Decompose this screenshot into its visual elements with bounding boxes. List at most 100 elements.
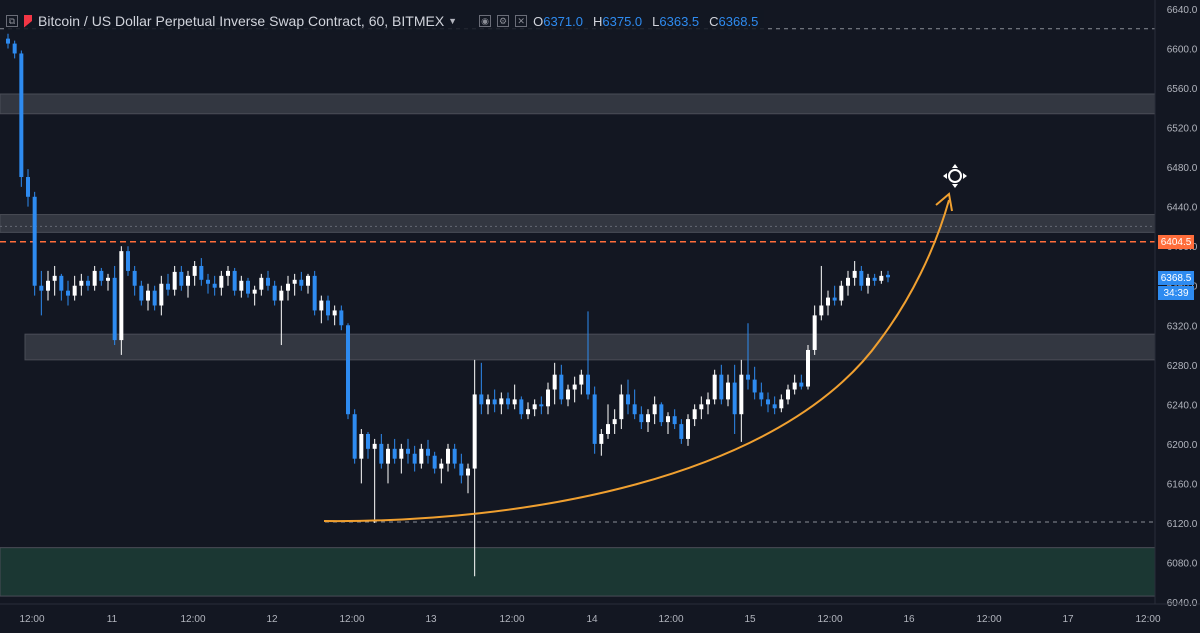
- eye-icon[interactable]: ◉: [479, 15, 492, 27]
- candle-body: [359, 433, 364, 459]
- ohlc-high: H6375.0: [592, 13, 643, 29]
- zone-resistance-0[interactable]: [0, 93, 1156, 115]
- candle: [559, 364, 564, 405]
- candle-body: [612, 419, 617, 425]
- candle-body: [252, 289, 257, 294]
- price-tick-label: 6600.0: [1167, 45, 1198, 56]
- candle-body: [706, 399, 710, 405]
- candle: [726, 374, 730, 407]
- candle: [66, 280, 70, 306]
- trend-arrow-head: [935, 192, 953, 212]
- candle-body: [179, 271, 184, 286]
- close-icon[interactable]: ✕: [515, 15, 528, 27]
- candle-body: [786, 389, 790, 400]
- candle: [366, 432, 370, 459]
- candle: [426, 439, 430, 464]
- candle: [592, 386, 597, 454]
- trend-arrow[interactable]: [323, 192, 953, 523]
- zone-demand-3[interactable]: [0, 547, 1156, 597]
- candle-body: [106, 277, 110, 281]
- candle-body: [832, 297, 837, 301]
- candle-body: [92, 270, 97, 286]
- candle-body: [379, 443, 384, 464]
- candle: [52, 265, 57, 296]
- flag-icon[interactable]: [24, 14, 32, 28]
- time-tick-label: 14: [586, 614, 598, 625]
- candle: [339, 305, 344, 331]
- candle-body: [199, 265, 204, 280]
- candle-body: [799, 382, 804, 387]
- candle: [846, 270, 850, 296]
- candle: [619, 384, 624, 430]
- candle-body: [746, 374, 750, 380]
- candle-body: [79, 280, 84, 286]
- candle-body: [72, 285, 77, 296]
- time-axis[interactable]: 12:00 11 12:00 12 12:00 13 12:00 14 12:00 15 12:00…: [0, 603, 1200, 625]
- candle: [266, 270, 270, 291]
- candle-body: [319, 300, 324, 311]
- candle: [512, 384, 517, 410]
- candle-body: [572, 384, 577, 390]
- dropdown-caret-icon[interactable]: ▼: [448, 16, 458, 26]
- price-tick-label: 6560.0: [1167, 84, 1198, 95]
- candle: [699, 396, 704, 420]
- candle: [412, 445, 417, 472]
- countdown-tag: 34:39: [1158, 286, 1194, 300]
- candle-body: [672, 416, 677, 425]
- price-tick-label: 6080.0: [1167, 558, 1198, 569]
- price-tick-label: 6280.0: [1167, 361, 1198, 372]
- level-price-tag: 6404.5: [1158, 235, 1194, 249]
- candle: [586, 311, 590, 400]
- candle-body: [666, 416, 670, 423]
- candle: [126, 246, 130, 276]
- candle-body: [859, 270, 864, 286]
- candle: [379, 433, 384, 469]
- candle: [786, 384, 790, 405]
- candle: [12, 40, 17, 59]
- ohlc-open: O6371.0: [533, 13, 583, 29]
- candle-body: [566, 389, 570, 400]
- candle-body: [886, 274, 890, 278]
- candle-body: [819, 305, 824, 316]
- zone-support-2[interactable]: [24, 333, 1156, 361]
- price-axis[interactable]: 6640.06600.06560.06520.06480.06440.06400…: [1154, 0, 1200, 633]
- symbol-title[interactable]: Bitcoin / US Dollar Perpetual Inverse Sw…: [38, 13, 445, 29]
- candle-body: [486, 399, 490, 405]
- settings-icon[interactable]: ⚙: [497, 15, 510, 27]
- trend-arrow-curve[interactable]: [323, 199, 950, 523]
- candle-body: [546, 389, 550, 407]
- candle: [419, 443, 424, 469]
- ohlc-low: L6363.5: [652, 13, 700, 29]
- candle: [532, 399, 537, 417]
- candle-body: [726, 382, 730, 400]
- candle-body: [246, 280, 250, 294]
- candle-body: [626, 394, 630, 405]
- candle-body: [499, 398, 504, 405]
- collapse-icon[interactable]: ⧉: [6, 15, 18, 27]
- candle: [46, 270, 50, 301]
- zone-resistance-1[interactable]: [0, 214, 1156, 233]
- candle: [526, 402, 530, 420]
- candle: [639, 406, 644, 430]
- candle-body: [426, 448, 430, 456]
- candle: [826, 290, 830, 316]
- candle-body: [512, 399, 517, 405]
- candle-body: [532, 404, 537, 410]
- candle: [39, 270, 44, 316]
- price-tick-label: 6120.0: [1167, 519, 1198, 530]
- candle-body: [6, 38, 10, 44]
- candle-body: [879, 275, 884, 281]
- candle: [146, 283, 150, 311]
- candle-body: [439, 463, 444, 469]
- candle: [719, 364, 724, 405]
- candle-body: [159, 283, 164, 306]
- crosshair-icon[interactable]: [942, 163, 968, 189]
- candle: [186, 270, 190, 298]
- candle: [666, 412, 670, 434]
- candle: [492, 389, 497, 413]
- candle: [172, 265, 177, 296]
- candle: [632, 389, 637, 420]
- candle-body: [119, 251, 124, 341]
